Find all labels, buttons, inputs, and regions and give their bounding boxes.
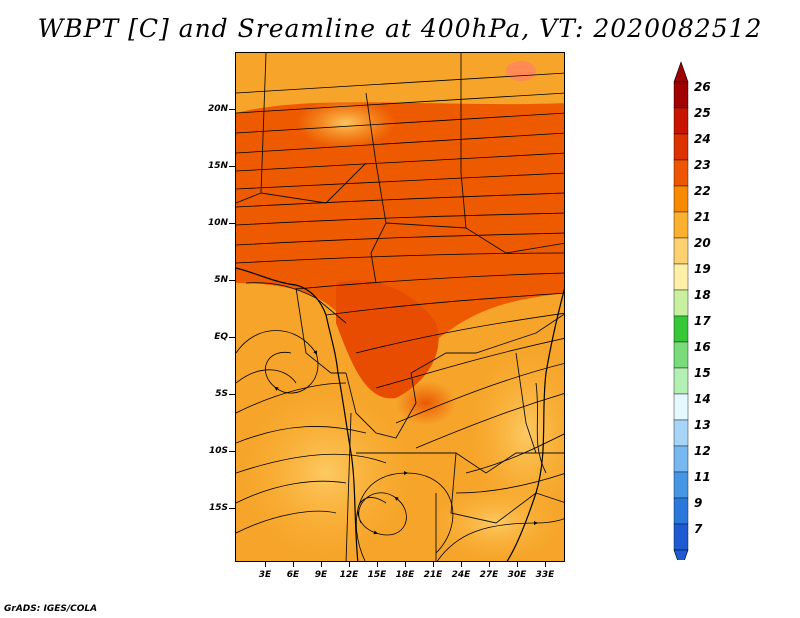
lon-label-9e: 9E bbox=[314, 570, 328, 580]
lat-tick-5n bbox=[229, 280, 235, 281]
colorbar-label-26: 26 bbox=[694, 80, 711, 94]
colorbar-label-7: 7 bbox=[694, 522, 703, 536]
lon-tick-27e bbox=[489, 562, 490, 567]
lat-label-15n: 15N bbox=[207, 161, 228, 171]
colorbar-label-14: 14 bbox=[694, 392, 711, 406]
colorbar-label-25: 25 bbox=[694, 106, 711, 120]
lon-tick-9e bbox=[321, 562, 322, 567]
wbpt-warm-band bbox=[236, 102, 564, 393]
map-canvas bbox=[236, 53, 564, 561]
lon-label-24e: 24E bbox=[451, 570, 471, 580]
colorbar-cap-bottom bbox=[673, 549, 689, 560]
colorbar-segment bbox=[673, 237, 689, 265]
lat-label-10n: 10N bbox=[207, 218, 228, 228]
lat-label-15s: 15S bbox=[208, 503, 228, 513]
colorbar-label-16: 16 bbox=[694, 340, 711, 354]
lat-tick-15n bbox=[229, 166, 235, 167]
lat-label-5s: 5S bbox=[215, 389, 228, 399]
lat-tick-20n bbox=[229, 109, 235, 110]
colorbar-cap-top bbox=[673, 61, 689, 83]
lon-tick-30e bbox=[517, 562, 518, 567]
colorbar-label-22: 22 bbox=[694, 184, 711, 198]
colorbar-segment bbox=[673, 289, 689, 317]
lat-tick-5s bbox=[229, 394, 235, 395]
colorbar-label-23: 23 bbox=[694, 158, 711, 172]
colorbar-segment bbox=[673, 315, 689, 343]
colorbar-segment bbox=[673, 367, 689, 395]
lon-tick-24e bbox=[461, 562, 462, 567]
lon-label-21e: 21E bbox=[423, 570, 443, 580]
colorbar-label-18: 18 bbox=[694, 288, 711, 302]
footer-credit: GrADS: IGES/COLA bbox=[4, 604, 98, 614]
colorbar-label-11: 11 bbox=[694, 470, 711, 484]
colorbar-segment bbox=[673, 497, 689, 525]
coastline bbox=[236, 267, 564, 561]
lon-label-33e: 33E bbox=[535, 570, 555, 580]
lat-tick-10s bbox=[229, 451, 235, 452]
colorbar-label-19: 19 bbox=[694, 262, 711, 276]
lon-label-30e: 30E bbox=[507, 570, 527, 580]
colorbar-label-12: 12 bbox=[694, 444, 711, 458]
lon-tick-18e bbox=[405, 562, 406, 567]
lon-label-12e: 12E bbox=[339, 570, 359, 580]
lon-tick-12e bbox=[349, 562, 350, 567]
lat-label-20n: 20N bbox=[207, 104, 228, 114]
lat-label-5n: 5N bbox=[214, 275, 228, 285]
plot-title: WBPT [C] and Sreamline at 400hPa, VT: 20… bbox=[37, 14, 763, 43]
lon-tick-21e bbox=[433, 562, 434, 567]
lat-tick-10n bbox=[229, 223, 235, 224]
colorbar bbox=[673, 61, 689, 560]
colorbar-segment bbox=[673, 81, 689, 109]
colorbar-label-17: 17 bbox=[694, 314, 711, 328]
colorbar-label-9: 9 bbox=[694, 496, 703, 510]
colorbar-segment bbox=[673, 341, 689, 369]
lon-tick-3e bbox=[265, 562, 266, 567]
colorbar-segment bbox=[673, 445, 689, 473]
colorbar-label-24: 24 bbox=[694, 132, 711, 146]
wbpt-cool-southeast bbox=[426, 483, 564, 561]
lat-label-eq: EQ bbox=[214, 332, 228, 342]
lat-tick-15s bbox=[229, 508, 235, 509]
wbpt-hot-spot bbox=[396, 381, 456, 425]
colorbar-segment bbox=[673, 393, 689, 421]
colorbar-segment bbox=[673, 523, 689, 551]
lon-tick-6e bbox=[293, 562, 294, 567]
wbpt-pink-spot bbox=[506, 61, 536, 81]
colorbar-segment bbox=[673, 185, 689, 213]
colorbar-label-20: 20 bbox=[694, 236, 711, 250]
colorbar-segment bbox=[673, 211, 689, 239]
colorbar-segment bbox=[673, 107, 689, 135]
lon-tick-33e bbox=[545, 562, 546, 567]
colorbar-segment bbox=[673, 159, 689, 187]
lon-label-6e: 6E bbox=[286, 570, 300, 580]
wbpt-cool-north bbox=[296, 98, 396, 148]
map-panel bbox=[235, 52, 565, 562]
colorbar-segment bbox=[673, 419, 689, 447]
lon-label-18e: 18E bbox=[395, 570, 415, 580]
colorbar-label-21: 21 bbox=[694, 210, 711, 224]
lon-label-27e: 27E bbox=[479, 570, 499, 580]
colorbar-segment bbox=[673, 471, 689, 499]
colorbar-segment bbox=[673, 133, 689, 161]
lon-label-15e: 15E bbox=[367, 570, 387, 580]
colorbar-segment bbox=[673, 263, 689, 291]
lat-tick-eq bbox=[229, 337, 235, 338]
lon-tick-15e bbox=[377, 562, 378, 567]
lat-label-10s: 10S bbox=[208, 446, 228, 456]
wbpt-core-congo bbox=[336, 280, 439, 399]
lon-label-3e: 3E bbox=[258, 570, 272, 580]
colorbar-label-15: 15 bbox=[694, 366, 711, 380]
colorbar-label-13: 13 bbox=[694, 418, 711, 432]
